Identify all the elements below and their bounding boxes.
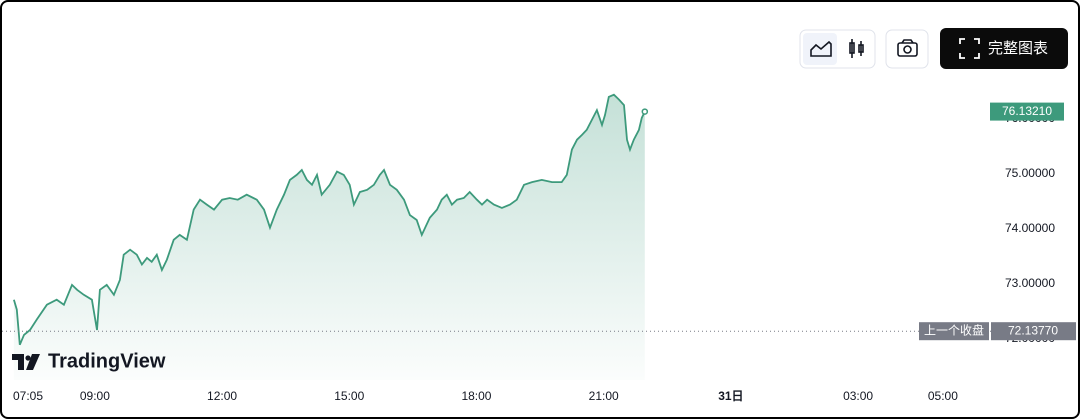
last-price-label: 76.13210 <box>1002 104 1052 118</box>
logo-text: TradingView <box>48 350 166 372</box>
price-line <box>13 93 646 346</box>
x-tick-label: 09:00 <box>80 389 110 403</box>
previous-close-name: 上一个收盘 <box>924 322 984 337</box>
x-tick-label: 31日 <box>718 389 743 403</box>
previous-close-box <box>991 322 1076 341</box>
last-price-box <box>990 102 1064 121</box>
x-tick-label: 21:00 <box>589 389 619 403</box>
candle-style-button[interactable] <box>849 39 864 58</box>
y-tick-label: 73.00000 <box>1005 276 1055 290</box>
full-chart-label: 完整图表 <box>988 40 1048 57</box>
camera-icon <box>897 39 918 57</box>
y-tick-label: 74.00000 <box>1005 221 1055 235</box>
area-fill <box>13 94 645 380</box>
line-icon <box>810 40 832 57</box>
full-chart-button[interactable] <box>940 28 1068 69</box>
logo-icon <box>12 354 40 370</box>
x-tick-label: 05:00 <box>928 389 958 403</box>
fullscreen-icon <box>959 38 980 59</box>
x-tick-label: 03:00 <box>843 389 873 403</box>
x-tick-label: 12:00 <box>207 389 237 403</box>
previous-close-label: 72.13770 <box>1008 323 1058 337</box>
previous-close-name-box <box>919 322 989 341</box>
y-tick-label: 75.00000 <box>1005 166 1055 180</box>
screenshot-button[interactable] <box>885 29 929 69</box>
x-tick-label: 18:00 <box>461 389 491 403</box>
last-point <box>641 108 649 115</box>
x-tick-label: 15:00 <box>334 389 364 403</box>
x-tick-label: 07:05 <box>13 389 43 403</box>
